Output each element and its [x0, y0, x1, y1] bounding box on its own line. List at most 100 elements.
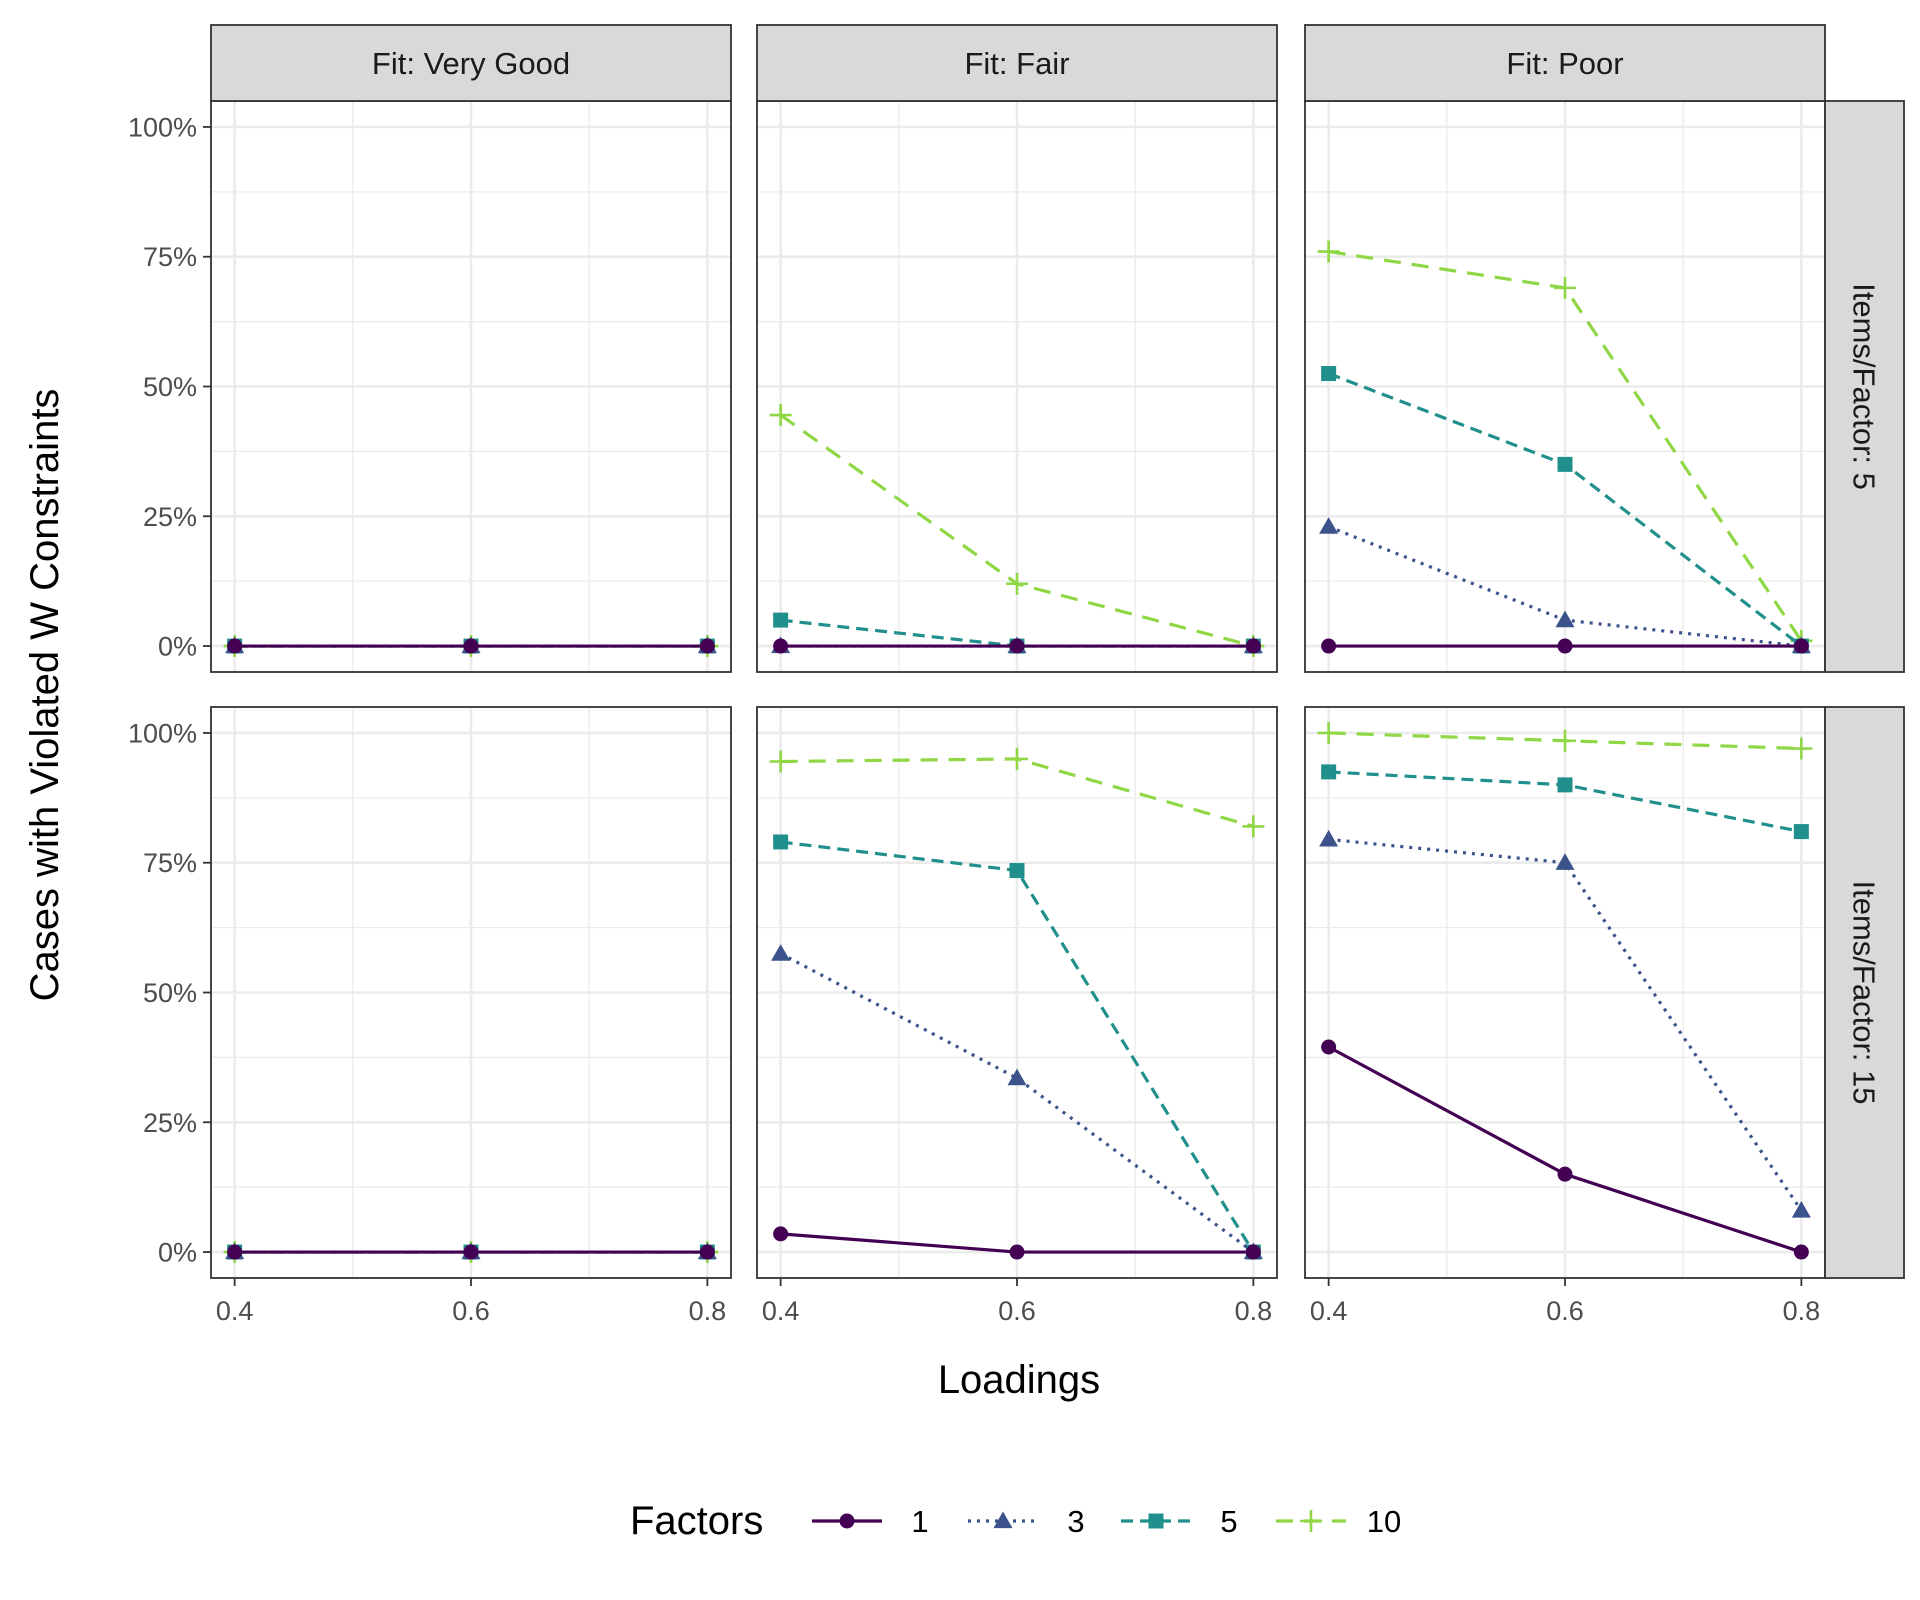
data-point-10	[1317, 721, 1340, 744]
legend-label: 10	[1367, 1504, 1401, 1539]
y-tick-label: 50%	[143, 978, 197, 1008]
x-tick-label: 0.4	[1310, 1296, 1348, 1326]
data-point-3	[1791, 1201, 1811, 1218]
data-point-10	[1317, 240, 1340, 263]
legend-item-1: 1	[812, 1504, 929, 1539]
panel-r0-c1	[756, 100, 1278, 673]
y-tick-label: 75%	[143, 848, 197, 878]
strip-background	[756, 24, 1278, 102]
data-point-10	[1554, 729, 1576, 752]
x-tick-label: 0.6	[452, 1296, 490, 1326]
x-tick-label: 0.6	[998, 1296, 1036, 1326]
data-point-1	[227, 638, 243, 654]
y-tick-label: 100%	[128, 718, 197, 748]
data-point-10	[1242, 815, 1265, 838]
data-point-1	[227, 1244, 243, 1260]
y-tick-label: 25%	[143, 1108, 197, 1138]
data-point-10	[1790, 737, 1813, 760]
strip-background	[1304, 24, 1826, 102]
y-tick-label: 0%	[158, 632, 197, 662]
data-point-1	[463, 1244, 479, 1260]
data-point-1	[1245, 1244, 1261, 1260]
y-tick-label: 0%	[158, 1238, 197, 1268]
column-strip-label: Fit: Very Good	[372, 46, 570, 81]
data-point-10	[769, 404, 792, 427]
data-point-1	[1793, 1244, 1809, 1260]
legend-label: 5	[1220, 1504, 1237, 1539]
data-point-3	[771, 944, 791, 961]
strip-background	[1824, 706, 1905, 1279]
column-strip-2: Fit: Poor	[1304, 24, 1826, 102]
x-tick-label: 0.8	[1783, 1296, 1821, 1326]
data-point-3	[1319, 829, 1339, 847]
data-point-1	[463, 638, 479, 654]
data-point-5	[1009, 863, 1025, 879]
x-tick-label: 0.6	[1546, 1296, 1584, 1326]
x-tick-label: 0.4	[216, 1296, 254, 1326]
strips-layer: Fit: Very Good Fit: Fair Fit: Poor Items/Fa…	[210, 24, 1905, 1279]
data-point-1	[773, 638, 789, 654]
column-strip-label: Fit: Poor	[1506, 46, 1623, 81]
column-strip-0: Fit: Very Good	[210, 24, 732, 102]
row-strip-0: Items/Factor: 5	[1824, 100, 1905, 673]
legend-label: 1	[911, 1504, 928, 1539]
panel-r0-c2	[1304, 100, 1826, 673]
data-point-1	[1321, 1039, 1337, 1055]
data-point-5	[773, 612, 789, 628]
panels-layer	[210, 100, 1826, 1279]
column-strip-label: Fit: Fair	[964, 46, 1069, 81]
x-axis-title: Loadings	[938, 1358, 1100, 1402]
column-strip-1: Fit: Fair	[756, 24, 1278, 102]
strip-background	[210, 24, 732, 102]
data-point-1	[1557, 1166, 1573, 1182]
row-strip-label: Items/Factor: 15	[1847, 881, 1882, 1105]
data-point-10	[1006, 572, 1028, 595]
data-point-3	[1319, 517, 1339, 534]
legend-items: 1 3 5 10	[812, 1504, 1401, 1539]
legend-key-marker	[1148, 1513, 1164, 1529]
data-point-5	[1321, 366, 1337, 382]
data-point-10	[1006, 747, 1028, 770]
data-point-1	[1245, 638, 1261, 654]
data-point-3	[1007, 1068, 1027, 1086]
y-axis-title: Cases with Violated W Constraints	[23, 389, 67, 1002]
data-point-1	[1009, 1244, 1025, 1260]
data-point-1	[773, 1226, 789, 1242]
y-tick-label: 50%	[143, 372, 197, 402]
data-point-1	[1009, 638, 1025, 654]
data-point-5	[1321, 764, 1337, 780]
y-tick-label: 100%	[128, 112, 197, 142]
data-point-1	[699, 638, 715, 654]
legend-item-3: 3	[968, 1504, 1085, 1539]
data-point-3	[1555, 853, 1575, 870]
legend-item-5: 5	[1121, 1504, 1238, 1539]
legend-label: 3	[1067, 1504, 1084, 1539]
x-tick-label: 0.8	[1235, 1296, 1273, 1326]
panel-r1-c0	[210, 706, 732, 1279]
data-point-1	[1321, 638, 1337, 654]
legend: Factors 1 3 5 10	[630, 1499, 1401, 1543]
strip-background	[1824, 100, 1905, 673]
row-strip-1: Items/Factor: 15	[1824, 706, 1905, 1279]
y-tick-label: 75%	[143, 242, 197, 272]
data-point-5	[1557, 456, 1573, 472]
x-tick-label: 0.8	[689, 1296, 727, 1326]
data-point-5	[1793, 824, 1809, 840]
legend-item-10: 10	[1276, 1504, 1401, 1539]
legend-key-marker	[1300, 1510, 1322, 1532]
axes-layer: 0% 25% 50% 75% 100% 0% 25% 50% 75% 100% 0.4 0.6 0.8 0…	[128, 112, 1820, 1326]
data-point-5	[773, 834, 789, 850]
legend-key-marker	[993, 1511, 1013, 1529]
legend-key-marker	[839, 1513, 855, 1529]
data-point-10	[769, 750, 792, 773]
x-tick-label: 0.4	[762, 1296, 800, 1326]
data-point-1	[1793, 638, 1809, 654]
legend-title: Factors	[630, 1499, 763, 1543]
data-point-1	[699, 1244, 715, 1260]
data-point-5	[1557, 777, 1573, 793]
data-point-3	[1555, 610, 1575, 628]
panel-r1-c2	[1304, 706, 1826, 1279]
data-point-1	[1557, 638, 1573, 654]
row-strip-label: Items/Factor: 5	[1847, 283, 1882, 490]
